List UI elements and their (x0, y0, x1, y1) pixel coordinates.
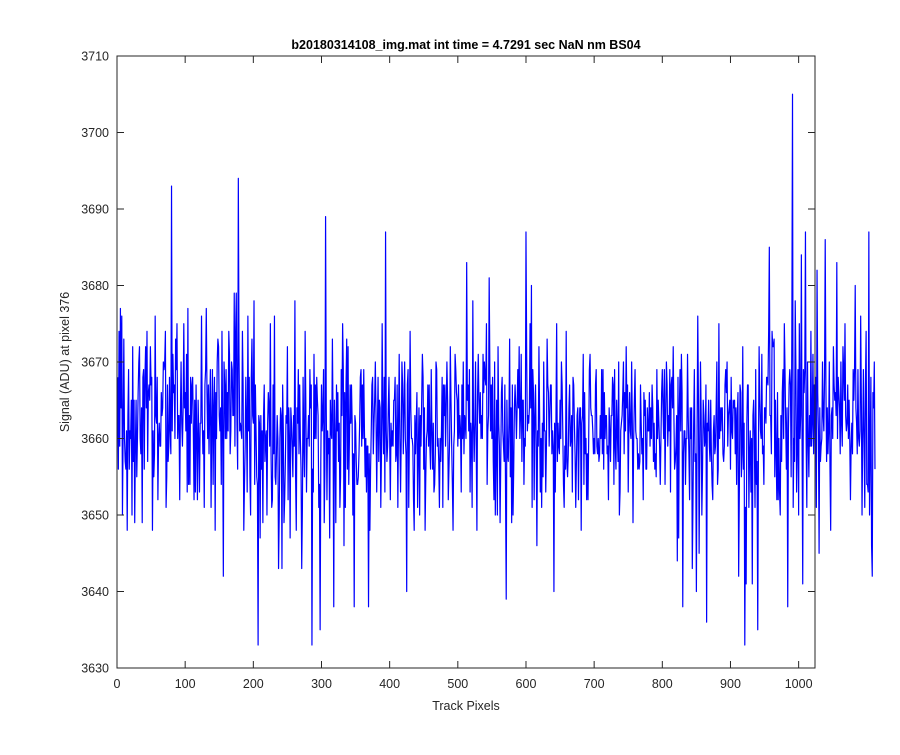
y-tick-label: 3640 (81, 585, 109, 599)
y-tick-label: 3710 (81, 50, 109, 64)
x-tick-label: 300 (311, 677, 332, 691)
x-tick-label: 100 (175, 677, 196, 691)
x-tick-label: 800 (652, 677, 673, 691)
tick-layer: 0 100 200 300 400 500 600 700 800 900 1000 3630 3640… (81, 50, 815, 691)
y-tick-label: 3690 (81, 203, 109, 217)
x-tick-label: 600 (516, 677, 537, 691)
x-tick-label: 900 (720, 677, 741, 691)
x-tick-label: 200 (243, 677, 264, 691)
y-tick-label: 3660 (81, 432, 109, 446)
y-tick-label: 3700 (81, 126, 109, 140)
x-axis-label: Track Pixels (432, 699, 500, 713)
series-layer (117, 93, 876, 646)
chart-title: b20180314108_img.mat int time = 4.7291 s… (291, 38, 640, 52)
x-tick-label: 0 (114, 677, 121, 691)
y-tick-label: 3630 (81, 662, 109, 676)
x-tick-label: 400 (379, 677, 400, 691)
axes-box (116, 55, 816, 669)
y-axis-label: Signal (ADU) at pixel 376 (58, 292, 72, 432)
y-tick-label: 3680 (81, 279, 109, 293)
y-tick-label: 3670 (81, 356, 109, 370)
y-tick-label: 3650 (81, 509, 109, 523)
x-tick-label: 500 (447, 677, 468, 691)
x-tick-label: 1000 (785, 677, 813, 691)
series-line-0 (117, 93, 876, 646)
x-tick-label: 700 (584, 677, 605, 691)
